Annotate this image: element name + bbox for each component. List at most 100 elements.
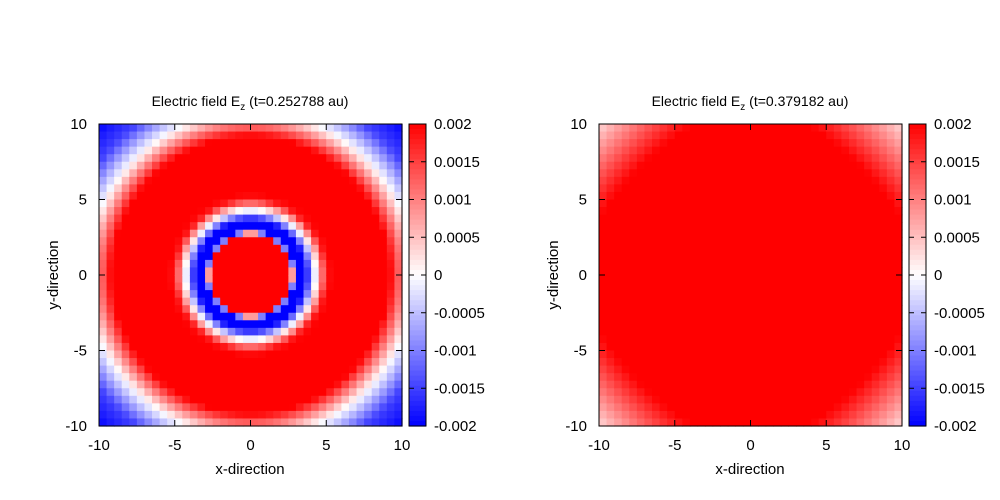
heatmap-cell [356, 410, 365, 420]
colorbar-segment [409, 330, 426, 336]
heatmap-cell [803, 388, 812, 397]
heatmap-cell [886, 327, 896, 336]
heatmap-cell [205, 395, 214, 404]
heatmap-cell [348, 154, 358, 163]
heatmap-cell [235, 290, 244, 299]
heatmap-cell [621, 154, 630, 163]
heatmap-cell [205, 320, 214, 329]
heatmap-cell [121, 327, 130, 336]
heatmap-cell [871, 327, 880, 336]
heatmap-cell [735, 124, 744, 133]
heatmap-cell [220, 350, 229, 359]
heatmap-cell [841, 131, 850, 140]
heatmap-cell [697, 199, 706, 208]
heatmap-cell [773, 418, 782, 427]
heatmap-cell [144, 350, 153, 359]
heatmap-cell [720, 244, 729, 253]
heatmap-cell [765, 176, 774, 185]
heatmap-cell [652, 222, 661, 231]
heatmap-cell [129, 267, 138, 276]
heatmap-cell [318, 184, 327, 193]
heatmap-cell [742, 418, 752, 427]
heatmap-cell [348, 176, 358, 185]
heatmap-cell [629, 320, 638, 329]
heatmap-cell [652, 388, 661, 397]
heatmap-cell [205, 146, 214, 155]
heatmap-cell [697, 282, 706, 291]
heatmap-cell [159, 184, 168, 193]
heatmap-cell [659, 418, 668, 427]
heatmap-cell [227, 335, 236, 344]
x-axis-label: x-direction [215, 461, 284, 478]
heatmap-cell [242, 305, 252, 314]
heatmap-cell [712, 169, 721, 178]
heatmap-cell [750, 312, 759, 321]
heatmap-cell [780, 290, 789, 299]
heatmap-cell [258, 191, 267, 201]
heatmap-cell [765, 388, 774, 397]
heatmap-cell [167, 259, 176, 269]
colorbar-segment [409, 350, 426, 357]
heatmap-cell [167, 124, 176, 133]
heatmap-cell [621, 252, 630, 261]
colorbar-segment [409, 275, 426, 281]
colorbar-segment [909, 124, 926, 130]
heatmap-cell [788, 297, 797, 306]
heatmap-cell [742, 327, 752, 336]
heatmap-cell [652, 184, 661, 193]
heatmap-cell [121, 335, 130, 344]
heatmap-cell [712, 154, 721, 163]
heatmap-cell [280, 410, 289, 420]
colorbar-tick-label: 0.0005 [934, 229, 980, 246]
heatmap-cell [841, 146, 850, 155]
heatmap-cell [220, 244, 229, 253]
heatmap-cell [348, 335, 358, 344]
heatmap-cell [780, 252, 789, 261]
heatmap-cell [697, 252, 706, 261]
heatmap-cell [303, 176, 312, 185]
heatmap-cell [864, 403, 873, 412]
heatmap-cell [720, 365, 729, 374]
heatmap-cell [114, 154, 123, 163]
heatmap-cell [697, 146, 706, 155]
heatmap-cell [348, 124, 358, 133]
heatmap-cell [189, 275, 199, 284]
heatmap-cell [765, 342, 774, 352]
heatmap-cell [212, 350, 221, 359]
heatmap-cell [886, 373, 896, 382]
heatmap-cell [106, 327, 115, 336]
heatmap-cell [106, 320, 115, 329]
colorbar-tick-label: -0.0005 [934, 305, 985, 322]
heatmap-cell [235, 388, 244, 397]
heatmap-cell [273, 176, 282, 185]
heatmap-cell [189, 229, 199, 238]
heatmap-cell [833, 365, 843, 374]
heatmap-cell [621, 373, 630, 382]
heatmap-cell [697, 124, 706, 133]
heatmap-cell [659, 207, 668, 216]
heatmap-cell [674, 403, 683, 412]
heatmap-cell [644, 184, 653, 193]
heatmap-cell [826, 222, 835, 231]
heatmap-cell [258, 342, 267, 352]
heatmap-cell [273, 327, 282, 336]
heatmap-cell [788, 418, 797, 427]
heatmap-cell [705, 312, 714, 321]
heatmap-cell [121, 373, 130, 382]
heatmap-cell [106, 139, 115, 148]
heatmap-cell [629, 199, 638, 208]
heatmap-cell [136, 267, 146, 276]
heatmap-cell [621, 327, 630, 336]
heatmap-cell [295, 297, 305, 306]
heatmap-cell [659, 312, 668, 321]
heatmap-cell [280, 259, 289, 269]
heatmap-cell [182, 297, 191, 306]
heatmap-cell [144, 267, 153, 276]
heatmap-cell [705, 380, 714, 389]
heatmap-cell [394, 395, 403, 404]
heatmap-cell [356, 312, 365, 321]
heatmap-cell [848, 335, 858, 344]
heatmap-cell [833, 403, 843, 412]
heatmap-cell [121, 350, 130, 359]
heatmap-cell [705, 282, 714, 291]
